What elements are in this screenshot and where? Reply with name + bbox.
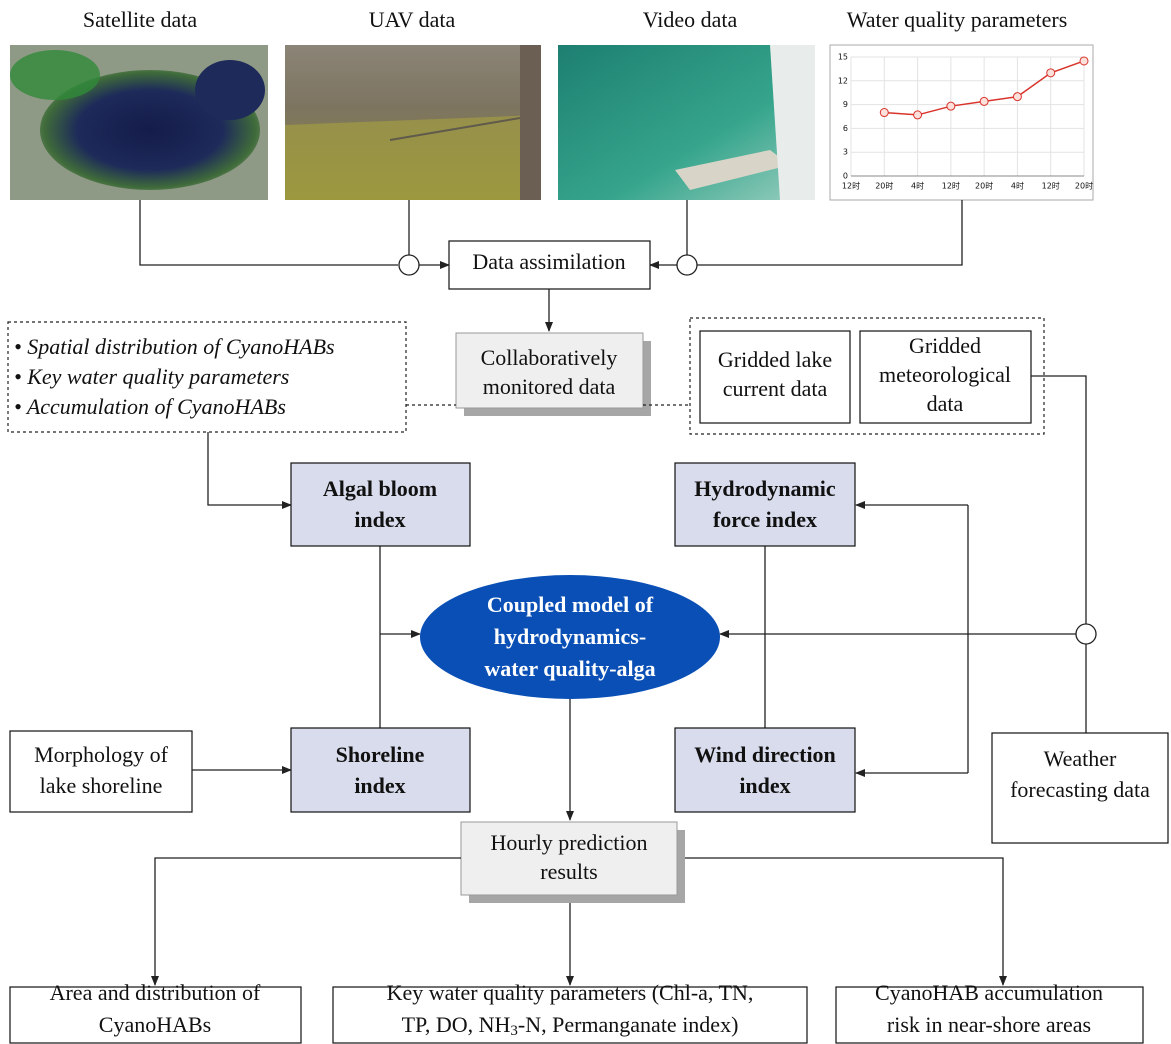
junction	[677, 255, 697, 275]
node-label: Shoreline	[336, 742, 425, 767]
bullet-text: Key water quality parameters	[26, 364, 289, 389]
junction	[399, 255, 419, 275]
video-image	[558, 45, 815, 200]
y-tick-label: 9	[843, 100, 848, 109]
y-tick-label: 0	[843, 172, 848, 181]
output-label: CyanoHABs	[99, 1012, 211, 1037]
point	[880, 109, 888, 117]
x-tick-label: 12时	[942, 181, 960, 191]
y-tick-label: 15	[838, 53, 848, 62]
x-tick-label: 12时	[842, 181, 860, 191]
y-tick-label: 6	[843, 124, 848, 133]
node-label: meteorological	[879, 362, 1011, 387]
x-tick-label: 20时	[1075, 181, 1093, 191]
bullet-text: Accumulation of CyanoHABs	[25, 394, 286, 419]
point	[1047, 69, 1055, 77]
arrow	[685, 858, 1003, 985]
connector	[140, 200, 398, 265]
junction	[1076, 624, 1096, 644]
index-box	[675, 728, 855, 812]
node-label: Data assimilation	[472, 249, 625, 274]
arrow	[155, 858, 461, 985]
node-label: Morphology of	[34, 742, 169, 767]
point	[947, 102, 955, 110]
node-label: Hourly prediction	[490, 830, 647, 855]
node-label: index	[739, 773, 790, 798]
node-label: Algal bloom	[323, 476, 437, 501]
bullet-item: • Key water quality parameters	[14, 364, 289, 389]
node-label: forecasting data	[1010, 777, 1150, 802]
bullet-text: Spatial distribution of CyanoHABs	[27, 334, 334, 359]
node-label: current data	[723, 376, 828, 401]
x-tick-label: 4时	[1011, 181, 1024, 191]
node-label: lake shoreline	[40, 773, 163, 798]
diagram: Satellite data UAV data Video data Water…	[0, 0, 1171, 1044]
output-label: Key water quality parameters (Chl-a, TN,	[387, 980, 754, 1005]
model-label: water quality-alga	[484, 656, 655, 681]
point	[914, 111, 922, 119]
x-tick-label: 4时	[911, 181, 924, 191]
point	[980, 97, 988, 105]
x-tick-label: 20时	[875, 181, 893, 191]
node-label: index	[354, 507, 405, 532]
node-label: Hydrodynamic	[694, 476, 836, 501]
y-tick-label: 12	[838, 76, 848, 85]
model-label: Coupled model of	[487, 592, 654, 617]
point	[1013, 93, 1021, 101]
node-label: Weather	[1044, 746, 1117, 771]
output-label: Area and distribution of	[50, 980, 261, 1005]
index-box	[291, 728, 470, 812]
node-label: Gridded	[909, 333, 981, 358]
input-title: Water quality parameters	[847, 7, 1068, 32]
water-quality-chart: 0 3 6 9 12 15 12时 20时 4时 12时 20时 4时 12时 20时	[830, 45, 1093, 200]
node-label: Gridded lake	[718, 347, 832, 372]
node-label: Wind direction	[694, 742, 836, 767]
input-title: Video data	[643, 7, 738, 32]
x-tick-label: 20时	[975, 181, 993, 191]
input-title: Satellite data	[83, 7, 197, 32]
uav-image	[285, 45, 541, 200]
text-part: -N, Permanganate index)	[518, 1012, 739, 1037]
x-tick-label: 12时	[1042, 181, 1060, 191]
node-label: data	[927, 391, 964, 416]
satellite-image	[10, 45, 268, 200]
node-label: Collaboratively	[481, 345, 618, 370]
connector	[697, 200, 962, 265]
bullet-item: • Spatial distribution of CyanoHABs	[14, 334, 335, 359]
text-part: TP, DO, NH	[402, 1012, 511, 1037]
point	[1080, 57, 1088, 65]
input-title: UAV data	[369, 7, 456, 32]
node-label: results	[540, 859, 597, 884]
output-label: risk in near-shore areas	[887, 1012, 1091, 1037]
arrow	[208, 432, 291, 505]
connector	[1031, 376, 1086, 624]
model-label: hydrodynamics-	[494, 624, 646, 649]
node-label: index	[354, 773, 405, 798]
output-label: CyanoHAB accumulation	[875, 980, 1103, 1005]
subscript: 3	[510, 1023, 518, 1039]
y-tick-label: 3	[843, 148, 848, 157]
output-label: TP, DO, NH3-N, Permanganate index)	[402, 1012, 739, 1039]
bullet-item: • Accumulation of CyanoHABs	[14, 394, 286, 419]
node-label: monitored data	[483, 374, 616, 399]
node-label: force index	[713, 507, 817, 532]
